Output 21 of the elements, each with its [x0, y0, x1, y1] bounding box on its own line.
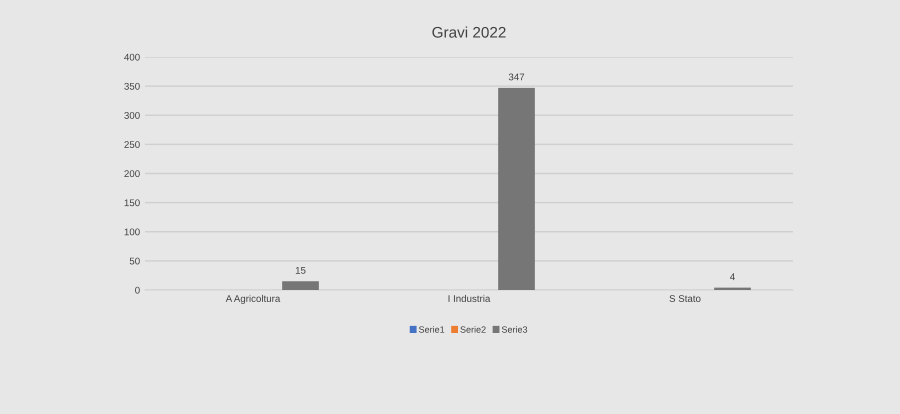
y-tick-label: 0: [135, 286, 140, 294]
y-tick-label: 300: [124, 112, 140, 119]
data-label: 347: [508, 74, 524, 80]
x-tick-label: A Agricoltura: [226, 294, 280, 304]
data-label: 15: [296, 267, 306, 274]
y-tick-label: 400: [124, 54, 140, 61]
y-tick-label: 150: [124, 199, 140, 206]
y-tick-label: 250: [124, 141, 140, 148]
legend-label: Serie3: [502, 326, 528, 333]
y-tick-label: 100: [124, 228, 140, 236]
x-tick-label: I Industria: [448, 294, 490, 302]
x-tick-label: S Stato: [670, 295, 701, 302]
chart-title: Gravi 2022: [432, 26, 506, 38]
bar: [282, 281, 319, 290]
data-label: 4: [730, 273, 735, 280]
legend-label: Serie1: [418, 326, 444, 333]
y-tick-label: 200: [124, 170, 140, 178]
y-tick-label: 350: [124, 82, 140, 90]
bar: [498, 88, 535, 290]
y-tick-label: 50: [130, 258, 140, 264]
legend-label: Serie2: [460, 326, 486, 333]
